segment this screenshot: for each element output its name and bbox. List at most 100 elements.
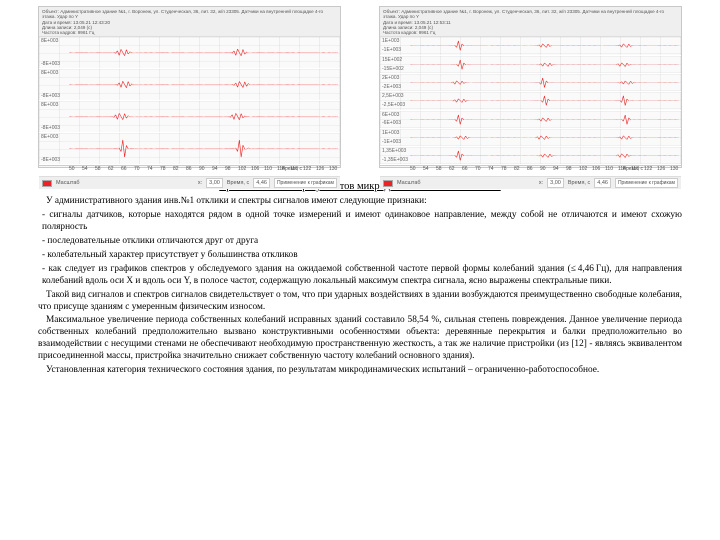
hdr-line: Объект: Административное здание №1, г. В… bbox=[42, 9, 337, 20]
right-chart-body: 1E+003 -1E+003 15E+002-15E+0022E+003 -2E+00… bbox=[380, 37, 681, 165]
x-tick: 98 bbox=[225, 166, 231, 172]
right-chart-panel: Объект: Административное здание №1, г. В… bbox=[379, 6, 682, 168]
y-label-bot: -1,35E+003 bbox=[382, 157, 408, 163]
y-label-bot: -8E+003 bbox=[41, 61, 60, 67]
right-chart-axis: Время, с 5054586266707478828690949810210… bbox=[380, 165, 681, 176]
y-label-bot: -8E+003 bbox=[41, 93, 60, 99]
x-tick: 94 bbox=[553, 166, 559, 172]
x-tick: 90 bbox=[540, 166, 546, 172]
trace-row: 8E+003-8E+003 bbox=[39, 101, 340, 133]
trace-row: 8E+003-8E+003 bbox=[39, 133, 340, 165]
trace-row: 1E+003 -1E+003 bbox=[380, 129, 681, 147]
bullet-item: - как следует из графиков спектров у обс… bbox=[42, 264, 682, 288]
x-tick: 102 bbox=[579, 166, 587, 172]
cursor-y-value: 4,46 bbox=[253, 178, 270, 188]
trace-row: 2,5E+003 -2,5E+003 bbox=[380, 92, 681, 110]
y-label-top: 1E+003 bbox=[382, 38, 399, 44]
cursor-x-value: 3,00 bbox=[206, 178, 223, 188]
charts-row: Объект: Административное здание №1, г. В… bbox=[0, 0, 720, 168]
x-tick: 114 bbox=[618, 166, 626, 172]
x-tick: 106 bbox=[592, 166, 600, 172]
left-chart-body: 8E+003-8E+0038E+003-8E+0038E+003-8E+0038… bbox=[39, 37, 340, 165]
x-tick: 62 bbox=[108, 166, 114, 172]
trace-row: 6E+003 -6E+003 bbox=[380, 111, 681, 129]
y-label-top: 2,5E+003 bbox=[382, 93, 404, 99]
bullet-item: - сигналы датчиков, которые находятся ря… bbox=[42, 210, 682, 234]
x-tick: 50 bbox=[69, 166, 75, 172]
x-tick: 130 bbox=[670, 166, 678, 172]
cursor-x-label: x: bbox=[198, 180, 202, 187]
text-block: Краткое описание результатов микродинами… bbox=[0, 168, 720, 377]
x-tick: 114 bbox=[277, 166, 285, 172]
x-tick: 70 bbox=[134, 166, 140, 172]
legend-label: Масштаб bbox=[56, 180, 80, 187]
x-tick: 106 bbox=[251, 166, 259, 172]
y-label-bot: -1E+003 bbox=[382, 47, 401, 53]
x-tick: 74 bbox=[147, 166, 153, 172]
y-label-top: 8E+003 bbox=[41, 70, 58, 76]
trace-row: 8E+003 -8E+003 bbox=[39, 69, 340, 101]
legend-swatch bbox=[383, 180, 393, 187]
x-tick: 110 bbox=[264, 166, 272, 172]
y-label-top: 2E+003 bbox=[382, 75, 399, 81]
trace-row: 8E+003-8E+003 bbox=[39, 37, 340, 69]
x-tick: 86 bbox=[186, 166, 192, 172]
hdr-line: Частота кадров: 9961 Гц bbox=[42, 30, 337, 35]
x-tick: 70 bbox=[475, 166, 481, 172]
y-label-top: 1E+003 bbox=[382, 130, 399, 136]
cursor-y-value: 4,46 bbox=[594, 178, 611, 188]
y-label-bot: -8E+003 bbox=[41, 157, 60, 163]
x-tick: 110 bbox=[605, 166, 613, 172]
x-tick: 66 bbox=[121, 166, 127, 172]
left-chart-footer: Масштаб x: 3,00 Время, с 4,46 Применение… bbox=[39, 176, 340, 189]
x-tick: 74 bbox=[488, 166, 494, 172]
x-tick: 78 bbox=[501, 166, 507, 172]
trace-row: 1,35E+003 -1,35E+003 bbox=[380, 147, 681, 165]
paragraph: Такой вид сигналов и спектров сигналов с… bbox=[38, 290, 682, 314]
right-chart-footer: Масштаб x: 3,00 Время, с 4,46 Применение… bbox=[380, 176, 681, 189]
y-label-top: 1,35E+003 bbox=[382, 148, 406, 154]
y-label-bot: -1E+003 bbox=[382, 139, 401, 145]
bullet-item: - последовательные отклики отличаются др… bbox=[42, 236, 682, 248]
y-label-bot: -6E+003 bbox=[382, 120, 401, 126]
legend-swatch bbox=[42, 180, 52, 187]
y-label-bot: -2E+003 bbox=[382, 84, 401, 90]
y-label-top: 6E+003 bbox=[382, 112, 399, 118]
x-tick: 54 bbox=[423, 166, 429, 172]
left-chart-axis: Время, с 5054586266707478828690949810210… bbox=[39, 165, 340, 176]
y-label-top: 15E+002 bbox=[382, 57, 402, 63]
paragraph: Установленная категория технического сос… bbox=[38, 365, 682, 377]
x-tick: 78 bbox=[160, 166, 166, 172]
y-label-bot: -8E+003 bbox=[41, 125, 60, 131]
x-tick: 130 bbox=[329, 166, 337, 172]
x-tick: 118 bbox=[290, 166, 298, 172]
trace-row: 2E+003 -2E+003 bbox=[380, 74, 681, 92]
x-tick: 50 bbox=[410, 166, 416, 172]
right-chart-header: Объект: Административное здание №1, г. В… bbox=[380, 7, 681, 37]
x-tick: 94 bbox=[212, 166, 218, 172]
apply-button[interactable]: Применение к графикам bbox=[615, 178, 678, 188]
hdr-line: Частота кадров: 9961 Гц bbox=[383, 30, 678, 35]
trace-row: 1E+003 -1E+003 bbox=[380, 37, 681, 55]
left-chart-panel: Объект: Административное здание №1, г. В… bbox=[38, 6, 341, 168]
x-tick: 82 bbox=[173, 166, 179, 172]
field-x-label: Время, с bbox=[568, 180, 590, 187]
x-tick: 82 bbox=[514, 166, 520, 172]
x-tick: 54 bbox=[82, 166, 88, 172]
x-tick: 102 bbox=[238, 166, 246, 172]
left-chart-header: Объект: Административное здание №1, г. В… bbox=[39, 7, 340, 37]
x-tick: 126 bbox=[657, 166, 665, 172]
x-tick: 118 bbox=[631, 166, 639, 172]
x-tick: 98 bbox=[566, 166, 572, 172]
x-tick: 58 bbox=[95, 166, 101, 172]
y-label-bot: -2,5E+003 bbox=[382, 102, 405, 108]
x-tick: 126 bbox=[316, 166, 324, 172]
cursor-x-label: x: bbox=[539, 180, 543, 187]
field-x-label: Время, с bbox=[227, 180, 249, 187]
apply-button[interactable]: Применение к графикам bbox=[274, 178, 337, 188]
bullet-item: - колебательный характер присутствует у … bbox=[42, 250, 682, 262]
trace-row: 15E+002-15E+002 bbox=[380, 56, 681, 74]
paragraph: Максимальное увеличение периода собствен… bbox=[38, 315, 682, 363]
legend-label: Масштаб bbox=[397, 180, 421, 187]
x-tick: 90 bbox=[199, 166, 205, 172]
